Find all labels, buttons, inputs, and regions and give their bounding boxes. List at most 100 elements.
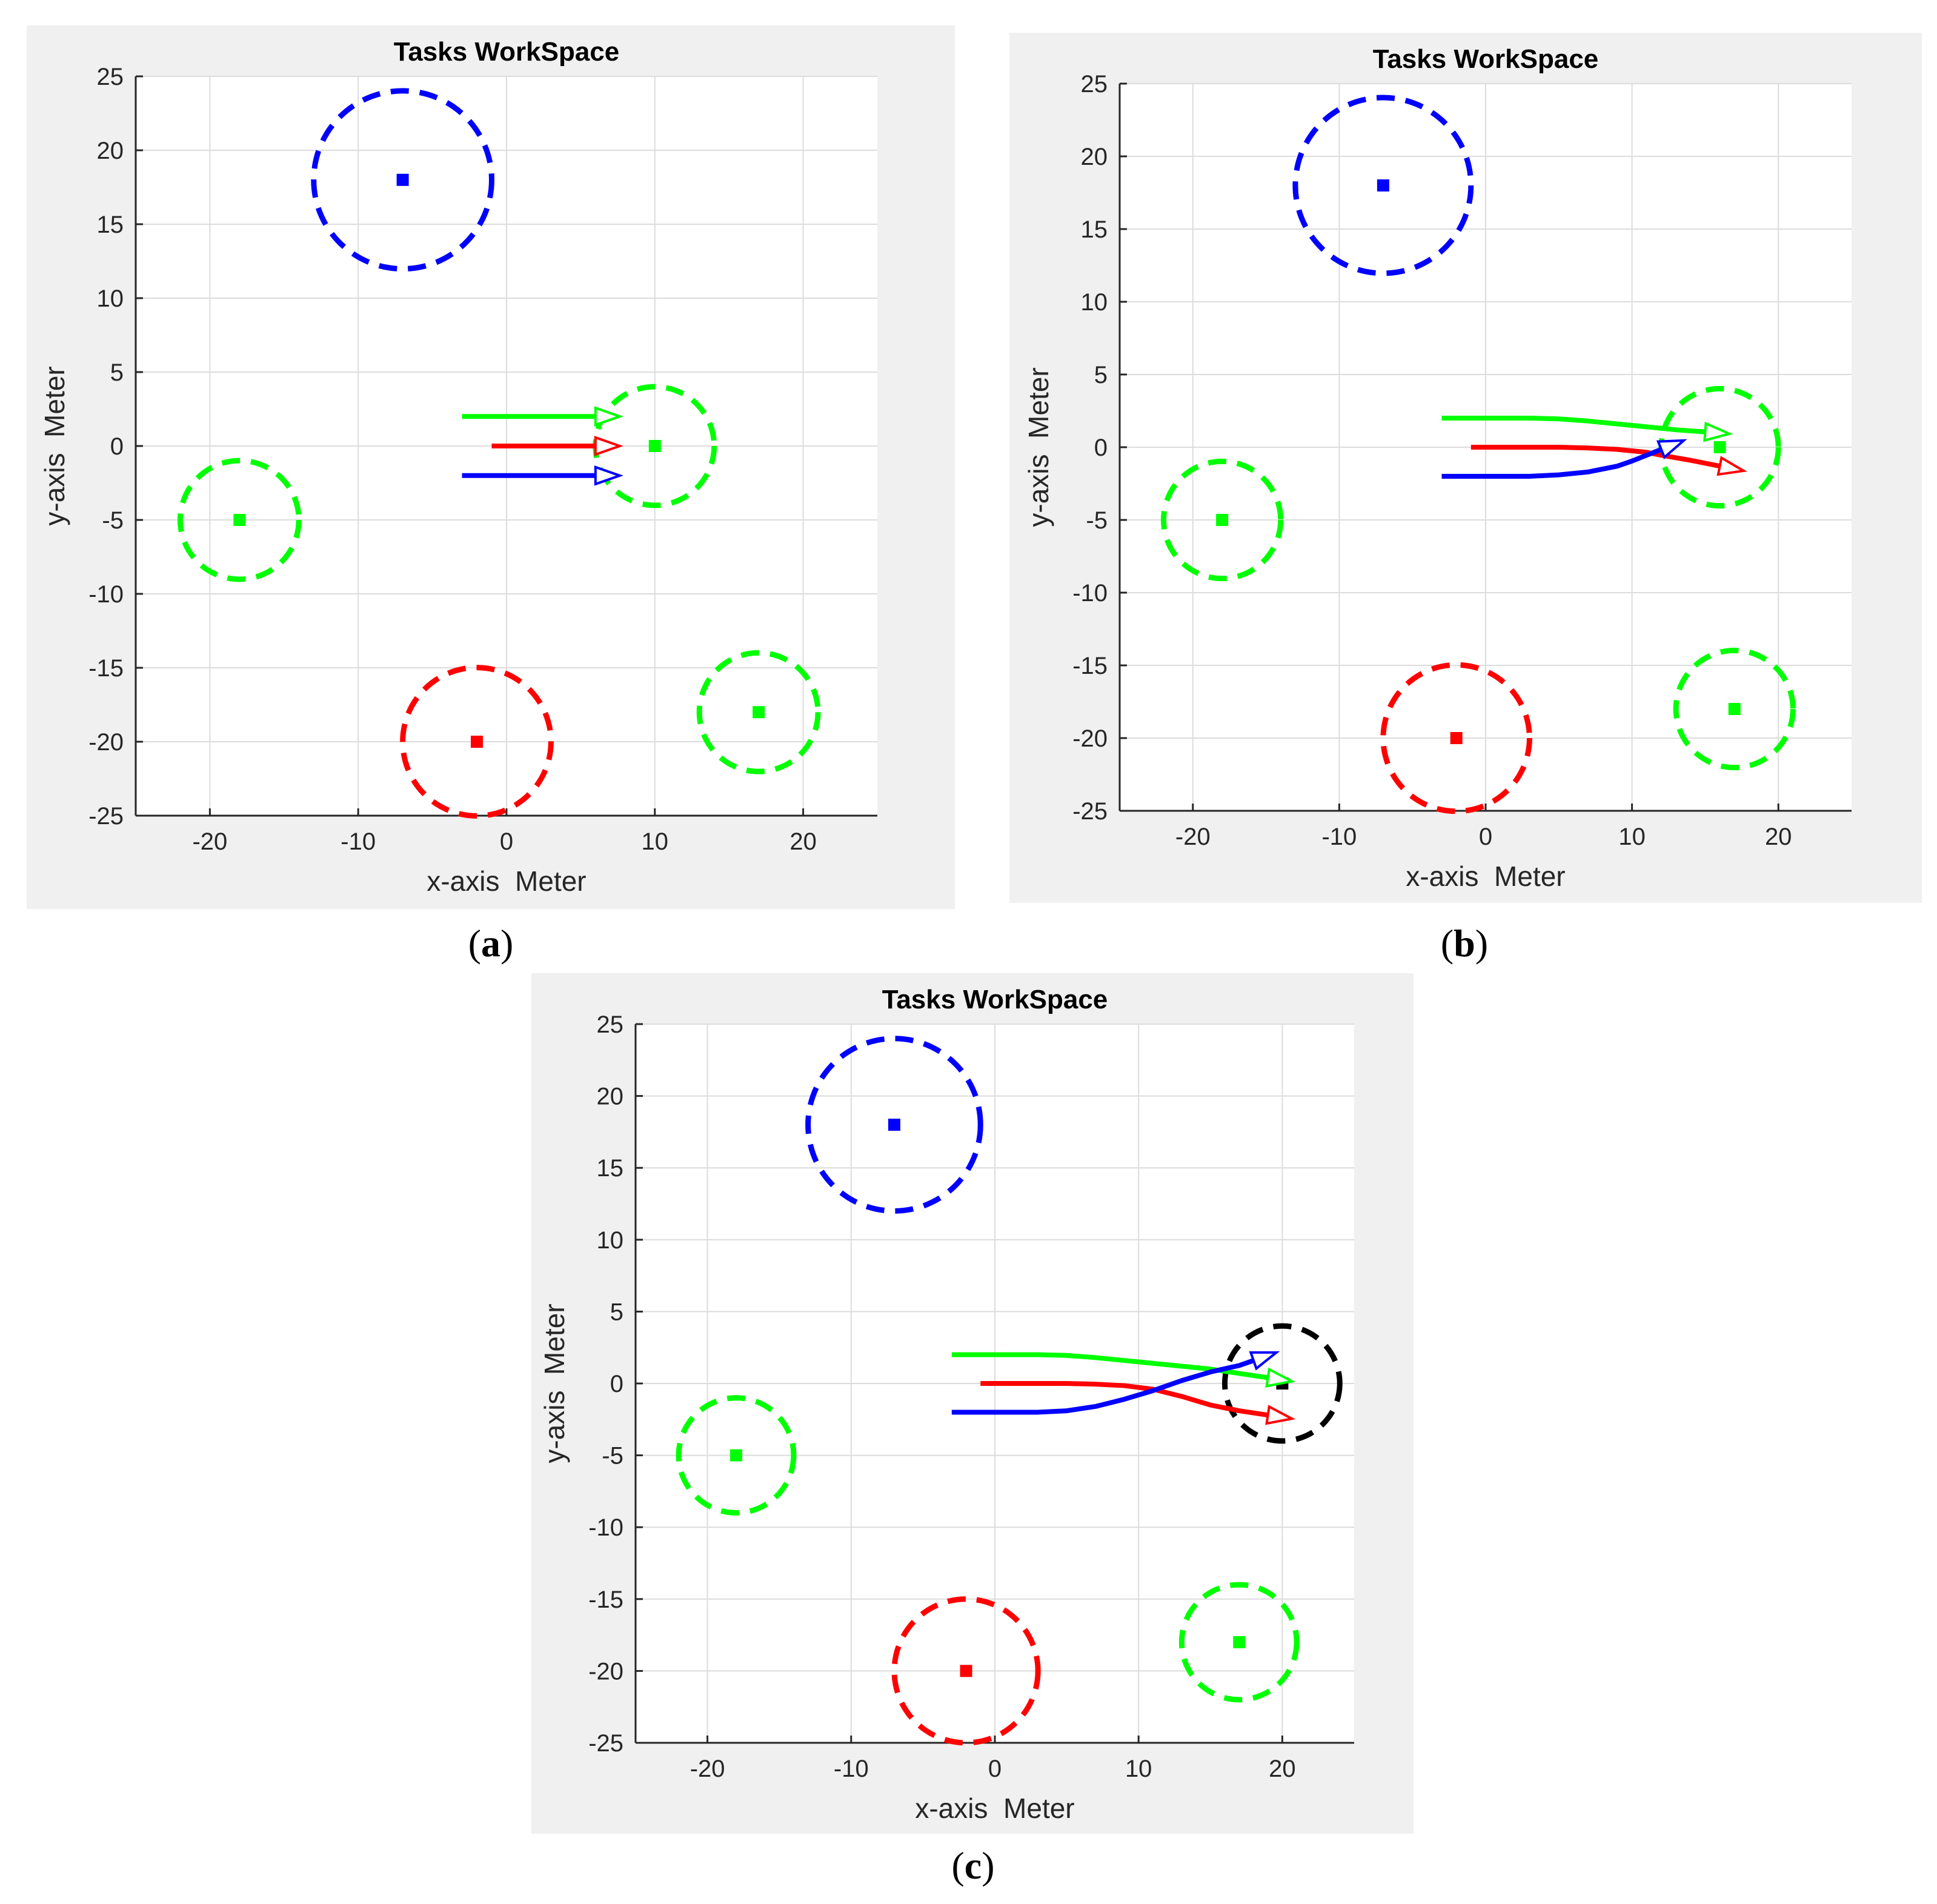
blue-task-marker xyxy=(1377,179,1389,191)
y-tick-label: 15 xyxy=(597,1155,624,1182)
red-agent-arrowhead xyxy=(1716,456,1747,476)
y-tick-label: -25 xyxy=(88,803,124,830)
y-tick-label: -20 xyxy=(1072,725,1108,752)
blue-task-marker xyxy=(888,1119,900,1131)
caption-a: (a) xyxy=(468,922,514,965)
red-task-marker xyxy=(960,1665,972,1677)
y-tick-label: -15 xyxy=(1072,653,1108,679)
x-tick-label: 10 xyxy=(1125,1756,1152,1782)
green-task-marker xyxy=(648,440,661,452)
y-tick-label: 25 xyxy=(97,64,124,90)
green-task-marker xyxy=(1233,1636,1246,1648)
x-tick-label: -10 xyxy=(1321,824,1357,850)
x-axis-label: x-axis Meter xyxy=(915,1792,1074,1824)
x-tick-label: 10 xyxy=(1618,824,1646,850)
y-tick-label: 20 xyxy=(97,138,124,164)
x-tick-label: -10 xyxy=(341,828,376,855)
y-tick-label: -25 xyxy=(1072,798,1108,825)
x-tick-label: 0 xyxy=(988,1756,1002,1782)
y-tick-label: -10 xyxy=(88,581,124,608)
y-tick-label: -20 xyxy=(88,729,124,756)
x-tick-label: -20 xyxy=(192,828,227,855)
y-axis-label: y-axis Meter xyxy=(1023,367,1054,527)
y-tick-label: 20 xyxy=(1081,144,1108,170)
y-tick-label: 25 xyxy=(597,1011,624,1038)
red-task-range-circle xyxy=(1380,662,1532,814)
red-agent-trajectory xyxy=(1470,445,1721,469)
y-tick-label: 0 xyxy=(110,433,124,460)
red-agent-arrowhead xyxy=(594,436,623,456)
green-task-range-circle xyxy=(676,1395,797,1516)
caption-b: (b) xyxy=(1440,922,1489,965)
green-task-range-circle xyxy=(177,458,302,582)
y-tick-label: 0 xyxy=(1094,434,1108,461)
green-agent-trajectory xyxy=(1441,416,1706,434)
blue-agent-arrowhead xyxy=(1249,1351,1280,1371)
x-axis-label: x-axis Meter xyxy=(427,865,586,897)
red-task-range-circle xyxy=(400,665,554,819)
black-task-range-circle xyxy=(1222,1323,1343,1444)
chart-panel-a: -20 -10 0 10 20 25 20 15 10 5 0 -5 -10 -15 -20 -25 Tasks… xyxy=(27,25,955,909)
chart-panel-b: -20 -10 0 10 20 25 20 15 10 5 0 -5 -10 -15 -20 -25 Tasks… xyxy=(1009,33,1922,903)
chart-title: Tasks WorkSpace xyxy=(882,985,1108,1014)
x-tick-label: -10 xyxy=(834,1756,869,1782)
chart-title: Tasks WorkSpace xyxy=(1373,44,1599,74)
green-agent-arrowhead xyxy=(594,406,623,427)
y-tick-label: -25 xyxy=(588,1730,623,1757)
y-tick-label: 5 xyxy=(610,1299,623,1325)
y-tick-label: 20 xyxy=(597,1083,624,1110)
green-agent-arrowhead xyxy=(1703,421,1733,442)
green-task-range-circle xyxy=(1178,1582,1300,1703)
red-task-range-circle xyxy=(891,1596,1041,1746)
x-axis-label: x-axis Meter xyxy=(1406,860,1565,892)
x-tick-label: 0 xyxy=(1479,824,1492,850)
blue-task-range-circle xyxy=(311,88,495,272)
x-tick-label: 20 xyxy=(1269,1756,1296,1782)
blue-agent-arrowhead xyxy=(594,465,623,486)
x-tick-label: -20 xyxy=(690,1756,725,1782)
chart-title: Tasks WorkSpace xyxy=(394,37,620,67)
y-tick-label: -15 xyxy=(588,1586,623,1613)
y-tick-label: 5 xyxy=(110,359,124,386)
x-tick-label: 10 xyxy=(642,828,669,855)
blue-agent-trajectory xyxy=(951,1358,1255,1415)
y-tick-label: -5 xyxy=(1086,507,1108,534)
green-task-marker xyxy=(753,706,765,719)
y-tick-label: 15 xyxy=(1081,216,1108,243)
red-task-marker xyxy=(471,736,483,748)
y-tick-label: 5 xyxy=(1094,362,1108,388)
y-tick-label: 0 xyxy=(610,1371,623,1397)
blue-task-marker xyxy=(396,173,409,186)
chart-c: -20 -10 0 10 20 25 20 15 10 5 0 -5 -10 -15 -20 -25 Tasks… xyxy=(539,985,1354,1824)
y-tick-label: 15 xyxy=(97,211,124,238)
red-agent-trajectory xyxy=(980,1381,1269,1418)
blue-task-range-circle xyxy=(1292,95,1474,276)
x-tick-label: 0 xyxy=(500,828,513,855)
red-agent-arrowhead xyxy=(1265,1405,1296,1425)
y-tick-label: -5 xyxy=(602,1443,623,1470)
y-tick-label: 10 xyxy=(597,1227,624,1254)
y-tick-label: -5 xyxy=(102,507,124,534)
green-task-marker xyxy=(1216,514,1229,526)
y-tick-label: 25 xyxy=(1081,71,1108,98)
blue-task-range-circle xyxy=(805,1036,983,1214)
blue-agent-arrowhead xyxy=(1656,439,1687,459)
y-tick-label: -15 xyxy=(88,655,124,682)
x-tick-label: 20 xyxy=(789,828,817,855)
y-tick-label: -20 xyxy=(588,1658,623,1685)
blue-agent-trajectory xyxy=(1441,447,1663,479)
green-task-range-circle xyxy=(696,650,821,774)
y-tick-label: -10 xyxy=(588,1514,623,1541)
chart-b: -20 -10 0 10 20 25 20 15 10 5 0 -5 -10 -15 -20 -25 Tasks… xyxy=(1023,44,1852,892)
green-task-marker xyxy=(233,514,246,526)
caption-c: (c) xyxy=(951,1844,995,1887)
chart-panel-c: -20 -10 0 10 20 25 20 15 10 5 0 -5 -10 -15 -20 -25 Tasks… xyxy=(531,973,1414,1834)
green-task-marker xyxy=(730,1449,743,1462)
y-tick-label: -10 xyxy=(1072,580,1108,607)
chart-a: -20 -10 0 10 20 25 20 15 10 5 0 -5 -10 -15 -20 -25 Tasks… xyxy=(39,37,877,897)
green-task-marker xyxy=(1713,441,1726,453)
x-tick-label: -20 xyxy=(1175,824,1211,850)
x-tick-label: 20 xyxy=(1765,824,1792,850)
green-agent-arrowhead xyxy=(1265,1367,1296,1388)
green-task-range-circle xyxy=(1673,647,1796,771)
